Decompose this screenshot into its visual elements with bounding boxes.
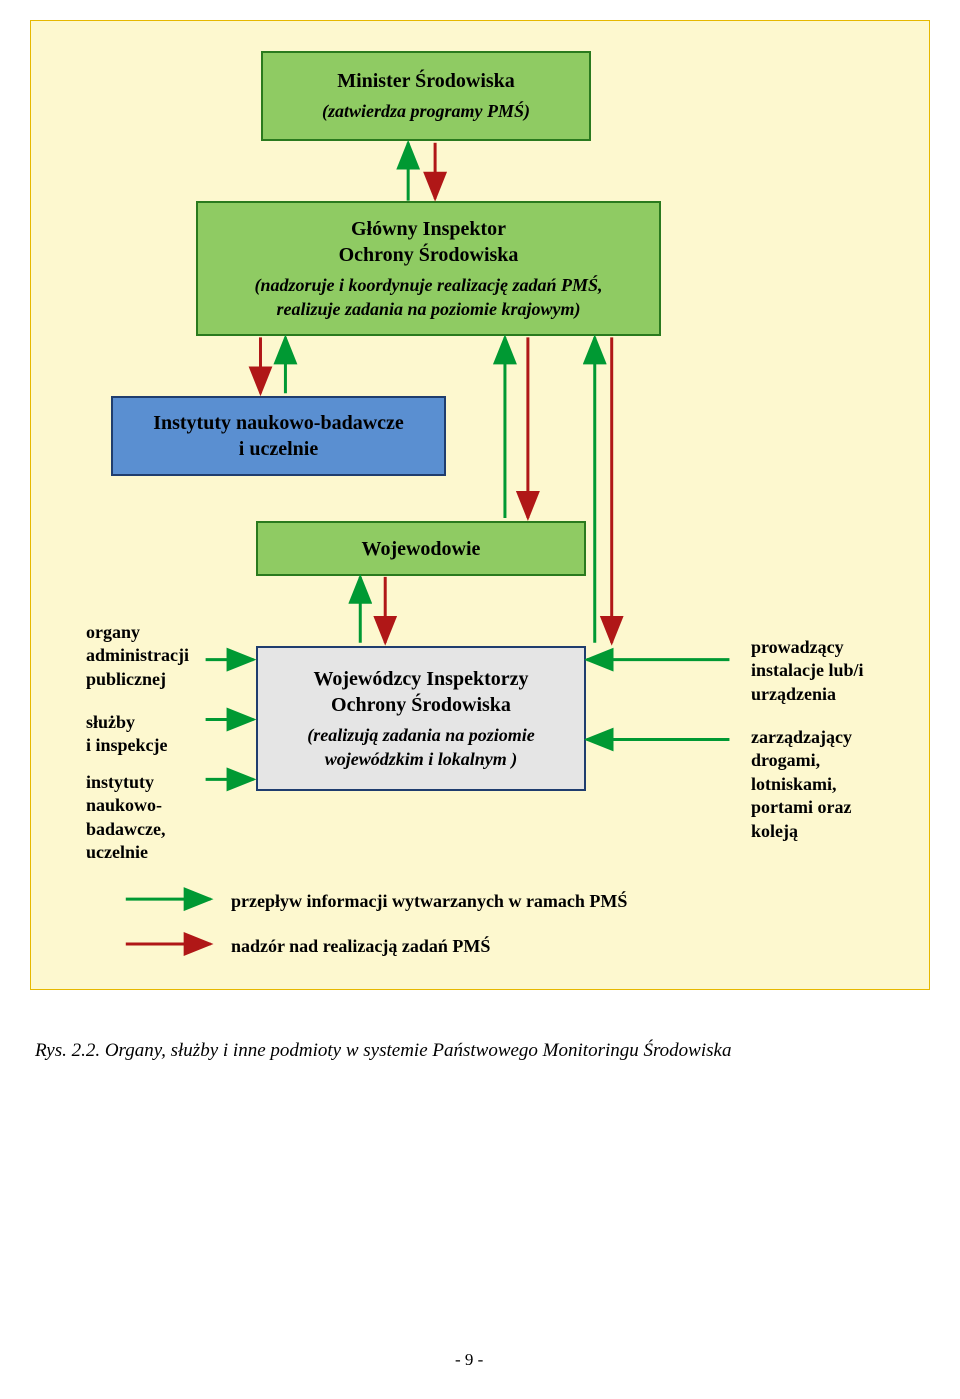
- left-label-organy: organy administracji publicznej: [86, 621, 189, 691]
- legend-flow-label: przepływ informacji wytwarzanych w ramac…: [231, 891, 627, 912]
- node-chief-inspector-title: Główny Inspektor Ochrony Środowiska: [339, 216, 519, 268]
- diagram-frame: Minister Środowiska (zatwierdza programy…: [30, 20, 930, 990]
- right-label-zarzadzajacy: zarządzający drogami, lotniskami, portam…: [751, 726, 852, 843]
- node-wojewodowie: Wojewodowie: [256, 521, 586, 576]
- left-label-instytuty: instytuty naukowo- badawcze, uczelnie: [86, 771, 166, 865]
- node-wios-subtitle: (realizują zadania na poziomie wojewódzk…: [307, 724, 535, 771]
- node-chief-inspector-subtitle: (nadzoruje i koordynuje realizację zadań…: [254, 274, 602, 321]
- page: Minister Środowiska (zatwierdza programy…: [0, 0, 960, 1399]
- node-institutes-title: Instytuty naukowo-badawcze i uczelnie: [153, 410, 404, 462]
- node-wios-title: Wojewódzcy Inspektorzy Ochrony Środowisk…: [314, 666, 529, 718]
- right-label-prowadzacy: prowadzący instalacje lub/i urządzenia: [751, 636, 864, 706]
- node-minister-subtitle: (zatwierdza programy PMŚ): [322, 100, 530, 123]
- figure-caption: Rys. 2.2. Organy, służby i inne podmioty…: [35, 1040, 925, 1062]
- node-minister-title: Minister Środowiska: [337, 68, 515, 94]
- node-institutes: Instytuty naukowo-badawcze i uczelnie: [111, 396, 446, 476]
- node-chief-inspector: Główny Inspektor Ochrony Środowiska (nad…: [196, 201, 661, 336]
- left-label-sluzby: służby i inspekcje: [86, 711, 168, 758]
- node-minister: Minister Środowiska (zatwierdza programy…: [261, 51, 591, 141]
- arrows-layer: [31, 21, 929, 989]
- node-wios: Wojewódzcy Inspektorzy Ochrony Środowisk…: [256, 646, 586, 791]
- node-wojewodowie-title: Wojewodowie: [362, 536, 481, 562]
- page-number: - 9 -: [455, 1350, 483, 1370]
- legend-supervision-label: nadzór nad realizacją zadań PMŚ: [231, 936, 490, 957]
